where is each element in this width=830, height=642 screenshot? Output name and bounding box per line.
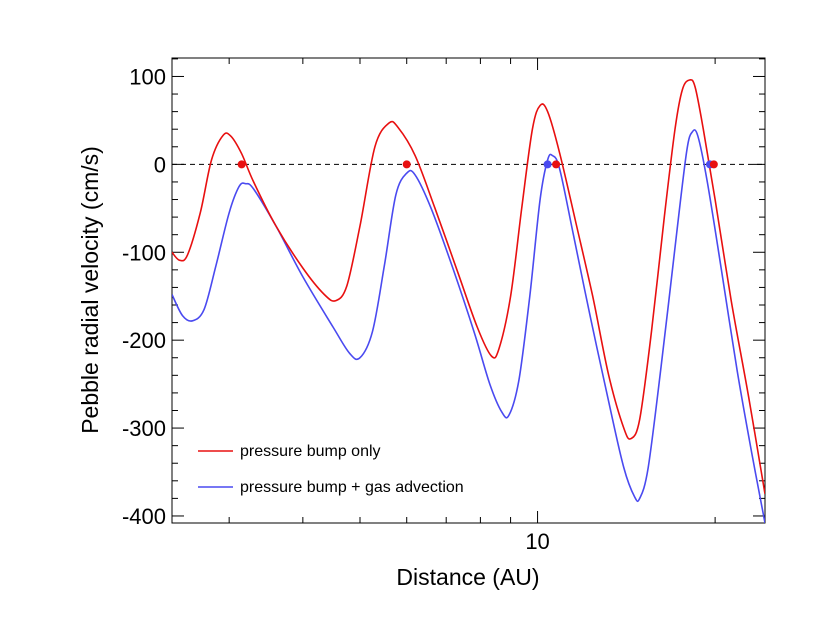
zero-crossing-marker bbox=[552, 160, 561, 169]
series-layer bbox=[172, 78, 765, 523]
zero-crossing-marker bbox=[709, 160, 718, 169]
axis-ticks bbox=[172, 58, 765, 523]
legend: pressure bump only pressure bump + gas ad… bbox=[198, 443, 464, 496]
legend-label: pressure bump + gas advection bbox=[240, 479, 464, 496]
tick-labels: -400 -300 -200 -100 0 100 10 bbox=[122, 64, 550, 554]
zero-crossing-marker bbox=[402, 160, 411, 169]
series-line bbox=[172, 78, 765, 495]
x-tick-label: 10 bbox=[525, 529, 549, 554]
y-tick-label: -200 bbox=[122, 328, 166, 353]
y-tick-label: -400 bbox=[122, 504, 166, 529]
markers-layer bbox=[237, 160, 718, 169]
zero-crossing-marker bbox=[543, 160, 552, 169]
y-axis-label: Pebble radial velocity (cm/s) bbox=[77, 146, 103, 434]
legend-label: pressure bump only bbox=[240, 443, 381, 460]
y-tick-label: 100 bbox=[129, 64, 166, 89]
x-axis-label: Distance (AU) bbox=[396, 564, 539, 590]
y-tick-label: -300 bbox=[122, 416, 166, 441]
series-line bbox=[172, 129, 765, 523]
y-tick-label: 0 bbox=[154, 152, 166, 177]
y-tick-label: -100 bbox=[122, 240, 166, 265]
plot-frame bbox=[171, 57, 766, 524]
zero-crossing-marker bbox=[237, 160, 246, 169]
